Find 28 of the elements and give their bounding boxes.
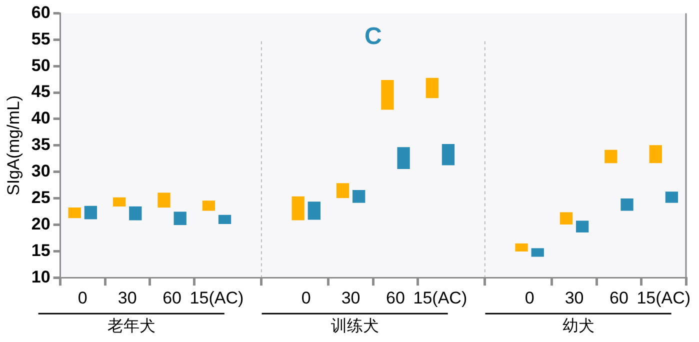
y-tick-label: 25	[31, 188, 50, 207]
y-tick-label: 40	[31, 108, 50, 128]
text: 幼犬	[562, 317, 594, 336]
x-tick-label: 0	[524, 288, 534, 308]
text: 训练犬	[330, 317, 379, 336]
x-tick-label: 30	[564, 288, 584, 308]
x-tick-label: 15(AC)	[636, 288, 691, 308]
y-tick-label: 10	[31, 267, 50, 286]
y-tick-label: 35	[31, 135, 50, 154]
x-tick-label: 15(AC)	[413, 288, 468, 308]
y-tick-label: 60	[31, 2, 50, 22]
y-tick-label: 50	[31, 56, 50, 75]
y-tick-label: 55	[31, 29, 50, 48]
chart-title: C	[364, 22, 382, 50]
x-tick-label: 60	[610, 288, 628, 308]
y-axis-title: SIgA(mg/mL)	[4, 95, 23, 196]
y-tick-label: 30	[31, 162, 50, 181]
y-tick-label: 15	[31, 240, 50, 260]
x-tick-label: 30	[341, 288, 360, 308]
x-tick-label: 0	[301, 288, 311, 308]
y-tick-label: 20	[31, 214, 50, 234]
x-tick-label: 30	[118, 288, 137, 308]
y-tick-label: 45	[31, 82, 50, 102]
x-tick-label: 15(AC)	[190, 288, 244, 308]
text: 老年犬	[107, 317, 156, 336]
x-tick-label: 60	[386, 288, 405, 308]
x-tick-label: 0	[78, 288, 88, 308]
x-tick-label: 60	[162, 288, 182, 308]
